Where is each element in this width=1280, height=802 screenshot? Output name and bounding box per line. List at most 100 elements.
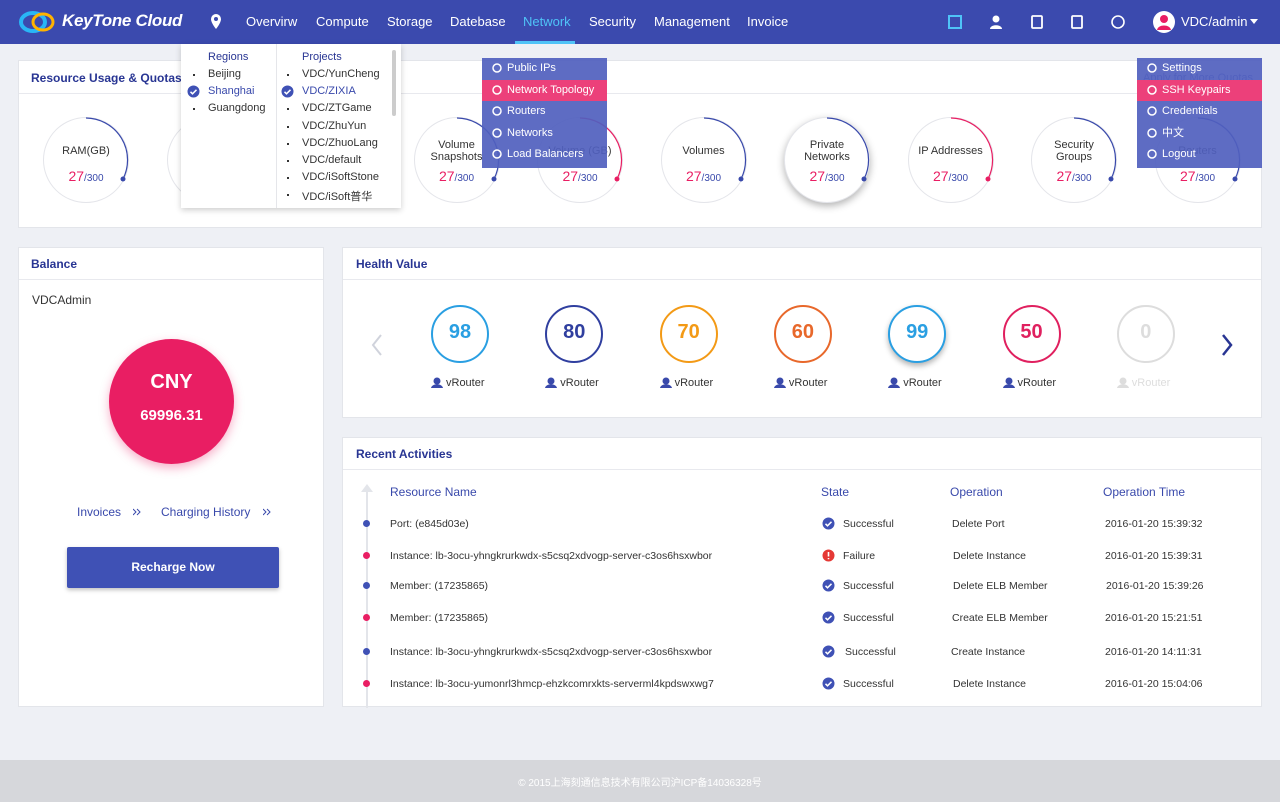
icon-shape (1147, 106, 1157, 116)
nav-item[interactable]: Invoice (747, 14, 789, 29)
menu-item[interactable]: Load Balancers (482, 144, 607, 165)
usage-value: 27/300 (662, 168, 746, 186)
usage-value: 27/300 (44, 168, 128, 186)
caret (1250, 19, 1258, 24)
icon-shape (492, 106, 502, 116)
menu-icon (1147, 84, 1157, 95)
column-header: State (821, 485, 850, 499)
usage-value: 27/300 (1156, 168, 1240, 186)
project-option[interactable]: VDC/YunCheng (302, 68, 380, 80)
menu-label: Public IPs (507, 62, 556, 74)
project-option[interactable]: VDC/ZTGame (302, 102, 372, 115)
project-option[interactable]: VDC/iSoftStone (302, 171, 380, 184)
menu-item[interactable]: Public IPs (482, 58, 607, 79)
menu-item[interactable]: 中文 (1137, 123, 1262, 144)
arc-end (738, 176, 743, 182)
menu-icon (492, 127, 502, 138)
menu-label: Logout (1162, 148, 1196, 160)
icon-shape (1071, 15, 1083, 29)
used: 27 (932, 168, 949, 184)
balance-link[interactable]: Charging History (161, 505, 251, 519)
resource-name: Port: (e845d03e) (390, 518, 469, 530)
state: Successful (843, 678, 894, 690)
icon-shape (1147, 63, 1157, 73)
user-name[interactable]: VDC/admin (1181, 14, 1248, 29)
usage-label: Volumes (682, 145, 725, 157)
recharge-button[interactable]: Recharge Now (67, 547, 279, 588)
menu-item[interactable]: Logout (1137, 144, 1262, 165)
menu-item[interactable]: SSH Keypairs (1137, 79, 1262, 101)
icon-shape (1116, 384, 1129, 388)
menu-item[interactable]: Network Topology (482, 79, 607, 101)
chevron (133, 508, 141, 516)
region-option[interactable]: Guangdong (208, 102, 266, 115)
balance-panel: Balance VDCAdmin CNY 69996.31 Invoices Chargi… (18, 247, 324, 707)
health-score: 98 (448, 321, 472, 343)
nav-item[interactable]: Security (589, 14, 636, 29)
brand: KeyTone Cloud (62, 11, 183, 30)
resource-name: Member: (17235865) (390, 612, 489, 624)
usage-circle: Security Groups 27/300 (1031, 117, 1117, 203)
nav-item[interactable]: Datebase (450, 14, 506, 29)
icon-shape (433, 377, 441, 385)
icon-bg (281, 85, 294, 98)
icon-shape (492, 63, 502, 73)
usage-arc (826, 117, 870, 182)
region-option[interactable]: Beijing (208, 68, 242, 80)
nav-item[interactable]: Management (654, 14, 730, 29)
project-option[interactable]: VDC/iSoft普华 (302, 191, 373, 204)
region-option[interactable]: Shanghai (208, 85, 255, 98)
icon-shape (1002, 384, 1015, 388)
menu-item[interactable]: Routers (482, 101, 607, 122)
state-icon (822, 549, 835, 562)
operation: Delete Instance (953, 550, 1026, 562)
icon-shape (773, 384, 786, 388)
footer-text: © 2015上海刻通信息技术有限公司沪ICP备14036328号 (518, 778, 762, 789)
used: 27 (685, 168, 702, 184)
operation-time: 2016-01-20 15:39:26 (1106, 580, 1204, 592)
menu-item[interactable]: Credentials (1137, 101, 1262, 122)
nav-item[interactable]: Storage (387, 14, 433, 29)
icon-shape (1147, 84, 1157, 95)
currency: CNY (150, 371, 193, 393)
menu-icon (1147, 149, 1157, 159)
nav-item[interactable]: Overvirw (246, 14, 298, 29)
icon-mark (189, 89, 198, 96)
menu-item[interactable]: Settings (1137, 58, 1262, 79)
health-label: vRouter (560, 377, 599, 389)
used: 27 (562, 168, 579, 184)
menu-label: Credentials (1162, 105, 1218, 117)
operation-time: 2016-01-20 15:21:51 (1105, 612, 1203, 624)
health-label: vRouter (674, 377, 714, 389)
usage-value: 27/300 (1032, 168, 1116, 186)
nav-icon (1111, 15, 1125, 29)
project-option[interactable]: VDC/ZhuYun (302, 119, 367, 132)
operation-time: 2016-01-20 15:39:32 (1105, 518, 1203, 530)
icon-shape (992, 15, 1000, 23)
usage-circle: IP Addresses 27/300 (907, 117, 994, 203)
usage-label: Security Groups (1054, 139, 1094, 163)
project-option[interactable]: VDC/ZhuoLang (302, 136, 378, 149)
balance-circle: CNY 69996.31 (109, 339, 234, 464)
menu-icon (1147, 127, 1157, 138)
used: 27 (1056, 168, 1073, 184)
menu-item[interactable]: Networks (482, 123, 607, 144)
project-option[interactable]: VDC/default (302, 154, 362, 166)
router-icon (888, 377, 901, 388)
icon-mark (824, 681, 833, 687)
nav-item[interactable]: Network (523, 14, 571, 29)
icon-mark (824, 583, 833, 589)
nav-item[interactable]: Compute (316, 14, 369, 29)
health-circle: 99 (888, 305, 947, 363)
state: Failure (843, 550, 876, 562)
router-icon (773, 377, 786, 388)
usage-value: 27/300 (415, 168, 499, 186)
icon-mark (824, 649, 833, 655)
caret-shape (1250, 19, 1258, 24)
icon-shape (1147, 149, 1157, 159)
balance-link[interactable]: Invoices (77, 505, 122, 519)
project-option[interactable]: VDC/ZIXIA (302, 85, 356, 98)
bullet (287, 74, 289, 76)
chevron-shape (133, 508, 141, 516)
health-circle: 80 (545, 305, 604, 363)
